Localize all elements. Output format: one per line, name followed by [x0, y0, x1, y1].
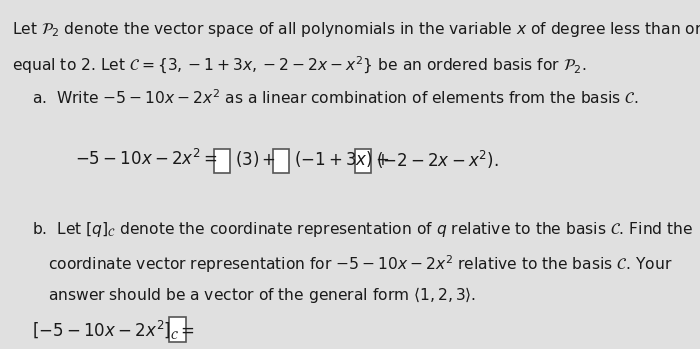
Text: a.  Write $-5-10x-2x^2$ as a linear combination of elements from the basis $\mat: a. Write $-5-10x-2x^2$ as a linear combi…: [32, 89, 639, 107]
FancyBboxPatch shape: [214, 149, 230, 173]
Text: coordinate vector representation for $-5-10x-2x^2$ relative to the basis $\mathc: coordinate vector representation for $-5…: [48, 253, 673, 275]
Text: $-5-10x-2x^2 =$: $-5-10x-2x^2 =$: [75, 149, 218, 169]
FancyBboxPatch shape: [356, 149, 372, 173]
Text: $(-2-2x-x^2).$: $(-2-2x-x^2).$: [376, 149, 499, 171]
Text: equal to 2. Let $\mathcal{C} = \{3, -1+3x, -2-2x-x^2\}$ be an ordered basis for : equal to 2. Let $\mathcal{C} = \{3, -1+3…: [13, 55, 587, 76]
Text: $[-5-10x-2x^2]_\mathcal{C} =$: $[-5-10x-2x^2]_\mathcal{C} =$: [32, 319, 195, 342]
Text: answer should be a vector of the general form $\langle 1,2,3\rangle$.: answer should be a vector of the general…: [48, 285, 477, 305]
FancyBboxPatch shape: [169, 317, 186, 342]
Text: $(-1+3x)+$: $(-1+3x)+$: [293, 149, 389, 169]
Text: b.  Let $[q]_\mathcal{C}$ denote the coordinate representation of $q$ relative t: b. Let $[q]_\mathcal{C}$ denote the coor…: [32, 220, 694, 239]
Text: Let $\mathcal{P}_2$ denote the vector space of all polynomials in the variable $: Let $\mathcal{P}_2$ denote the vector sp…: [13, 20, 700, 39]
FancyBboxPatch shape: [273, 149, 289, 173]
Text: $(3)+$: $(3)+$: [234, 149, 276, 169]
